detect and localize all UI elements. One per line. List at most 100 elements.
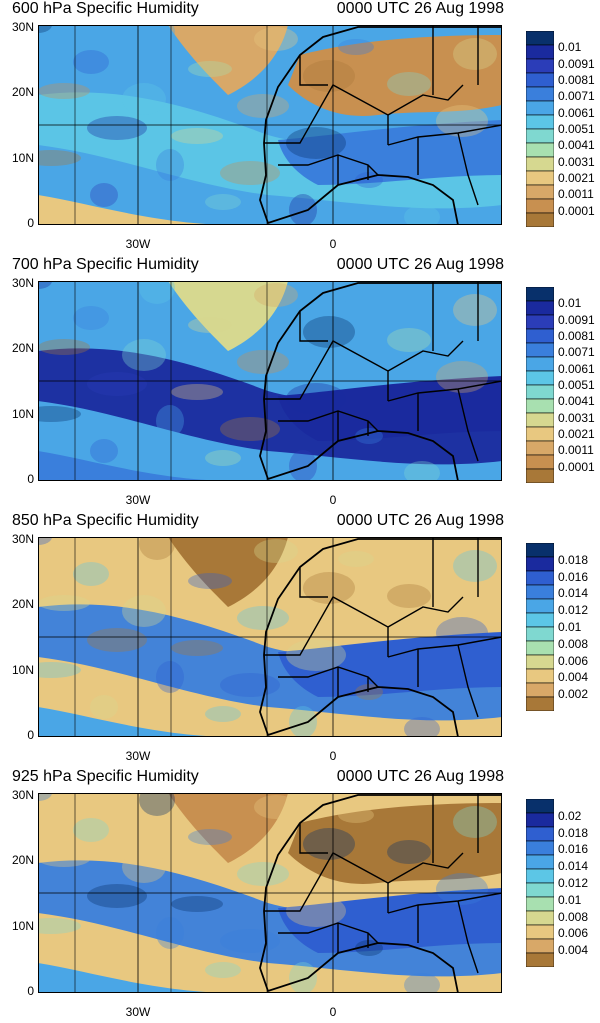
field-texture (90, 695, 118, 719)
field-texture (286, 127, 346, 159)
colorbar-swatch (526, 910, 554, 926)
field-texture (237, 862, 289, 886)
colorbar-label: 0.006 (558, 653, 589, 668)
colorbar-swatch (526, 412, 554, 428)
field-sahel (278, 888, 502, 953)
country-border (387, 636, 502, 658)
colorbar-label: 0.008 (558, 909, 589, 924)
latitude-label: 10N (11, 663, 34, 677)
longitude-label: 30W (125, 237, 151, 251)
latitude-label: 30N (11, 788, 34, 802)
colorbar-swatch (526, 812, 554, 828)
colorbar-label: 0.016 (558, 842, 589, 857)
colorbar-swatch (526, 287, 554, 302)
panel-title: 925 hPa Specific Humidity (12, 768, 199, 785)
field-sahel (278, 376, 502, 441)
field-texture (73, 818, 109, 842)
colorbar-swatch (526, 668, 554, 684)
field-texture (38, 662, 81, 678)
field-texture (303, 572, 355, 604)
colorbar-swatch (526, 398, 554, 414)
country-border (457, 132, 479, 206)
colorbar-swatch (526, 31, 554, 46)
colorbar-label: 0.02 (558, 808, 582, 823)
country-border (299, 311, 328, 342)
field-texture (38, 793, 52, 801)
latitude-label: 20N (11, 341, 34, 355)
colorbar-label: 0.014 (558, 586, 589, 601)
colorbar-swatch (526, 543, 554, 558)
field-texture (188, 61, 232, 77)
field-texture (38, 537, 52, 545)
latitude-label: 30N (11, 20, 34, 34)
field-texture (171, 640, 223, 656)
colorbar-label: 0.0061 (558, 105, 595, 120)
colorbar-swatch (526, 896, 554, 912)
country-border (387, 892, 502, 914)
field-texture (139, 281, 175, 304)
colorbar-label: 0.006 (558, 926, 589, 941)
country-border (387, 380, 502, 402)
colorbar-swatch (526, 826, 554, 842)
colorbar-swatch (526, 370, 554, 386)
latitude-label: 20N (11, 597, 34, 611)
field-texture (188, 573, 232, 589)
longitude-label: 30W (125, 749, 151, 763)
colorbar-swatch (526, 570, 554, 586)
field-south (38, 451, 238, 481)
colorbar-swatch (526, 612, 554, 628)
field-texture (73, 306, 109, 330)
panel-time: 0000 UTC 26 Aug 1998 (336, 0, 504, 17)
panel-time: 0000 UTC 26 Aug 1998 (336, 768, 504, 785)
field-texture (338, 39, 374, 55)
field-texture (453, 38, 497, 70)
colorbar-label: 0.0081 (558, 329, 595, 343)
map-frame (38, 793, 502, 993)
country-border (387, 852, 464, 884)
longitude-label: 0 (329, 1005, 337, 1019)
field-texture (156, 405, 184, 437)
colorbar-label: 0.0071 (558, 345, 595, 360)
field-texture (156, 917, 184, 949)
field-texture (453, 550, 497, 582)
field-texture (38, 339, 90, 355)
field-texture (220, 673, 280, 697)
colorbar-swatch (526, 799, 554, 814)
field-texture (205, 706, 241, 722)
longitude-label: 0 (329, 237, 337, 251)
field-texture (122, 595, 166, 627)
colorbar-label: 0.016 (558, 569, 589, 584)
colorbar-label: 0.0031 (558, 154, 595, 169)
field-texture (90, 183, 118, 207)
longitude-label: 0 (329, 493, 337, 507)
field-texture (254, 539, 298, 563)
field-sahara (288, 35, 502, 116)
map-canvas (38, 281, 502, 481)
field-texture (436, 873, 488, 905)
colorbar (526, 31, 554, 227)
colorbar-label: 0.01 (558, 892, 582, 907)
field-texture (286, 639, 346, 671)
latitude-label: 20N (11, 853, 34, 867)
colorbar-label: 0.0091 (558, 312, 595, 327)
field-texture (289, 962, 317, 993)
field-texture (90, 439, 118, 463)
country-border (457, 388, 479, 462)
field-texture (205, 194, 241, 210)
field-dry-tongue (168, 793, 288, 863)
colorbar (526, 543, 554, 711)
latitude-label: 30N (11, 532, 34, 546)
field-texture (404, 973, 440, 993)
colorbar-swatch (526, 454, 554, 470)
colorbar-label: 0.0001 (558, 203, 595, 218)
field-texture (38, 25, 52, 33)
colorbar-label: 0.004 (558, 943, 589, 958)
field-texture (286, 895, 346, 927)
field-texture (404, 717, 440, 737)
field-texture (289, 194, 317, 225)
colorbar-label: 0.0011 (558, 187, 594, 202)
colorbar-label: 0.0051 (558, 378, 595, 392)
colorbar-swatch (526, 924, 554, 940)
field-texture (387, 328, 431, 352)
longitude-label: 0 (329, 749, 337, 763)
